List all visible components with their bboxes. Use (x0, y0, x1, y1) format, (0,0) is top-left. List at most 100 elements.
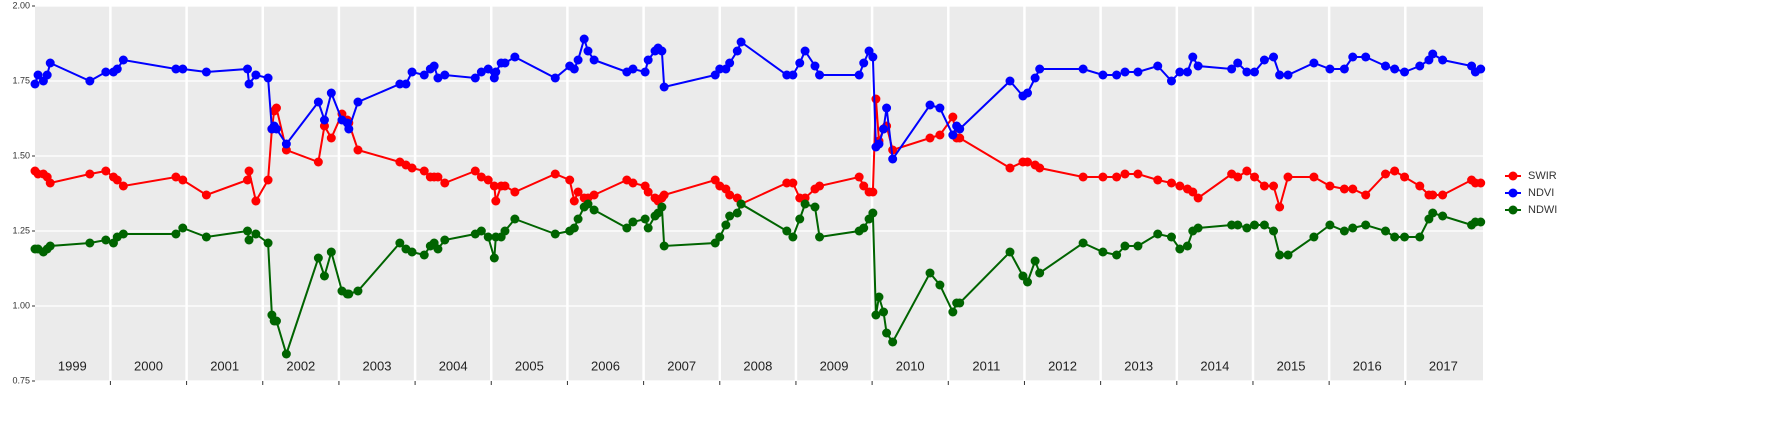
point (925, 100, 935, 110)
point (45, 58, 55, 68)
point (42, 70, 52, 80)
point (1361, 190, 1371, 200)
point (657, 202, 667, 212)
point (433, 73, 443, 83)
point (1325, 181, 1335, 191)
point (1339, 64, 1349, 74)
y-tick-label: 1.25 (12, 225, 30, 235)
point (800, 199, 810, 209)
point (419, 166, 429, 176)
point (573, 187, 583, 197)
point (782, 226, 792, 236)
legend: SWIR NDVI NDWI (1505, 170, 1557, 216)
point (313, 253, 323, 263)
year-label: 2007 (667, 358, 696, 373)
point (476, 67, 486, 77)
point (788, 232, 798, 242)
point (1259, 181, 1269, 191)
point (1005, 76, 1015, 86)
point (1390, 232, 1400, 242)
point (573, 55, 583, 65)
point (589, 55, 599, 65)
point (725, 58, 735, 68)
point (628, 178, 638, 188)
point (344, 124, 354, 134)
point (440, 70, 450, 80)
point (868, 208, 878, 218)
point (659, 190, 669, 200)
point (725, 211, 735, 221)
point (1233, 172, 1243, 182)
year-label: 2015 (1277, 358, 1306, 373)
point (101, 235, 111, 245)
point (118, 181, 128, 191)
point (1078, 238, 1088, 248)
point (1259, 220, 1269, 230)
point (244, 235, 254, 245)
legend-label: SWIR (1528, 170, 1557, 182)
point (491, 67, 501, 77)
point (1120, 67, 1130, 77)
point (1415, 232, 1425, 242)
point (1133, 169, 1143, 179)
point (1023, 88, 1033, 98)
point (1182, 67, 1192, 77)
point (243, 226, 253, 236)
point (1023, 277, 1033, 287)
point (201, 67, 211, 77)
point (643, 55, 653, 65)
point (1348, 184, 1358, 194)
point (1005, 163, 1015, 173)
point (171, 229, 181, 239)
point (271, 124, 281, 134)
point (489, 253, 499, 263)
point (470, 166, 480, 176)
point (565, 175, 575, 185)
point (859, 181, 869, 191)
point (440, 178, 450, 188)
point (1242, 223, 1252, 233)
point (871, 310, 881, 320)
point (101, 67, 111, 77)
year-label: 2014 (1200, 358, 1229, 373)
point (1275, 70, 1285, 80)
point (1188, 52, 1198, 62)
point (407, 247, 417, 257)
point (732, 208, 742, 218)
point (313, 157, 323, 167)
point (1283, 172, 1293, 182)
year-label: 2009 (820, 358, 849, 373)
point (1233, 58, 1243, 68)
point (85, 76, 95, 86)
point (201, 190, 211, 200)
point (1269, 181, 1279, 191)
point (874, 139, 884, 149)
point (888, 154, 898, 164)
y-tick-label: 2.00 (12, 0, 30, 10)
point (879, 124, 889, 134)
point (101, 166, 111, 176)
point (854, 172, 864, 182)
year-label: 1999 (58, 358, 87, 373)
year-label: 2003 (363, 358, 392, 373)
point (1166, 178, 1176, 188)
point (1275, 250, 1285, 260)
point (643, 187, 653, 197)
y-tick-label: 0.75 (12, 375, 30, 385)
point (353, 286, 363, 296)
point (1193, 223, 1203, 233)
point (1249, 172, 1259, 182)
point (30, 79, 40, 89)
point (573, 214, 583, 224)
point (510, 214, 520, 224)
point (112, 175, 122, 185)
point (243, 64, 253, 74)
point (1227, 64, 1237, 74)
point (955, 133, 965, 143)
point (622, 223, 632, 233)
point (1361, 220, 1371, 230)
point (1005, 247, 1015, 257)
point (788, 178, 798, 188)
point (1193, 193, 1203, 203)
point (476, 172, 486, 182)
